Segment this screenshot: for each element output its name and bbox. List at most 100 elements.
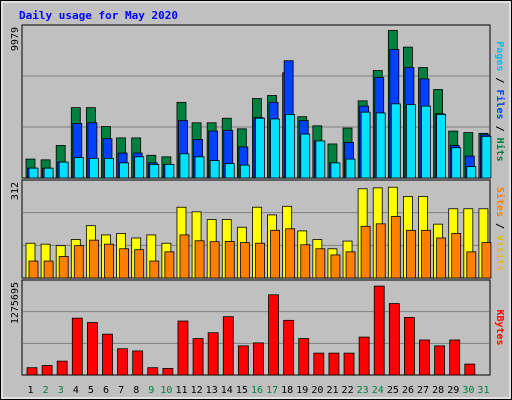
series-label-hits: Hits — [494, 138, 506, 162]
sites-bar — [43, 260, 54, 279]
pages-bar — [149, 163, 160, 179]
pages-bar — [194, 156, 205, 179]
hits-axis-label: Pages / Files / Hits — [494, 41, 506, 161]
x-tick-label: 4 — [73, 385, 79, 396]
x-tick-label: 17 — [266, 385, 278, 396]
sites-bar — [104, 243, 114, 279]
x-tick-label: 23 — [357, 385, 369, 396]
sites-bar — [300, 244, 311, 279]
kbytes-bar — [404, 317, 415, 376]
panel-visits-sites: 312 Sites / Visits — [10, 179, 506, 279]
x-tick-label: 2 — [43, 385, 49, 396]
kbytes-bar — [207, 332, 219, 376]
x-axis-labels: 1 2 3 4 5 6 7 8 9 10 11 12 13 14 15 16 17 18 19 20 21 22 23 24 2… — [28, 385, 490, 396]
kbytes-axis-label: KBytes — [494, 309, 505, 345]
pages-bar — [43, 167, 54, 179]
kbytes-bar — [343, 352, 355, 376]
sites-bar — [179, 234, 190, 279]
pages-bar — [88, 157, 99, 179]
sites-bar — [270, 229, 280, 279]
kbytes-bar — [449, 339, 461, 376]
pages-bar — [375, 112, 386, 179]
kbytes-bar — [373, 285, 385, 376]
kbytes-bar — [298, 338, 310, 376]
sites-bar — [330, 254, 341, 279]
kbytes-bar — [464, 363, 476, 376]
kbytes-bar — [192, 338, 204, 376]
sites-bar — [194, 240, 205, 279]
sites-bar — [209, 241, 220, 279]
pages-bar — [345, 158, 356, 179]
series-label-visits: Visits — [494, 235, 506, 271]
kbytes-bar — [434, 345, 446, 376]
pages-bar — [421, 105, 431, 179]
sites-bar — [390, 216, 401, 279]
sites-bar — [481, 242, 492, 279]
panel-kbytes: 1275695 KBytes — [10, 279, 505, 376]
sites-bar — [164, 251, 175, 279]
sites-bar — [73, 245, 84, 279]
chart-panels: 9979 Pages / Files / Hits 312 Sites / Visit… — [10, 24, 506, 376]
sites-bar — [421, 229, 431, 279]
panel-hits-files-pages: 9979 Pages / Files / Hits — [10, 24, 506, 179]
pages-bar — [270, 118, 280, 179]
sites-bar — [119, 248, 129, 279]
x-tick-label: 25 — [387, 385, 399, 396]
kbytes-bar — [41, 365, 53, 376]
kbytes-bar — [237, 345, 249, 376]
pages-bar — [255, 117, 265, 179]
x-tick-label: 15 — [236, 385, 248, 396]
x-tick-label: 22 — [342, 385, 354, 396]
x-tick-label: 29 — [447, 385, 459, 396]
pages-bar — [119, 162, 129, 179]
pages-bar — [224, 163, 235, 179]
x-tick-label: 12 — [191, 385, 203, 396]
sites-bar — [58, 256, 69, 279]
kbytes-ymax-label: 1275695 — [10, 282, 21, 324]
x-tick-label: 24 — [372, 385, 384, 396]
sites-bar — [315, 248, 326, 279]
x-tick-label: 27 — [417, 385, 429, 396]
kbytes-bar — [147, 367, 159, 376]
x-tick-label: 5 — [88, 385, 94, 396]
kbytes-bar — [56, 360, 68, 376]
kbytes-bar — [328, 352, 340, 376]
kbytes-bar — [71, 317, 83, 376]
x-tick-label: 16 — [251, 385, 263, 396]
kbytes-bar — [388, 303, 400, 376]
kbytes-bar — [419, 339, 430, 376]
series-label-sites: Sites — [494, 187, 506, 217]
x-tick-label: 13 — [206, 385, 218, 396]
sites-bar — [451, 232, 462, 279]
x-tick-label: 8 — [133, 385, 139, 396]
visits-axis-label: Sites / Visits — [494, 187, 506, 271]
sites-bar — [466, 251, 477, 279]
pages-bar — [28, 167, 39, 179]
x-tick-label: 3 — [58, 385, 64, 396]
kbytes-bar — [162, 368, 174, 376]
kbytes-bar — [358, 336, 370, 376]
kbytes-bar — [102, 333, 113, 376]
pages-bar — [481, 135, 492, 179]
pages-bar — [360, 111, 371, 179]
pages-bar — [285, 114, 296, 179]
x-tick-label: 6 — [103, 385, 109, 396]
sites-bar — [149, 260, 160, 279]
pages-bar — [239, 164, 250, 179]
x-tick-label: 31 — [477, 385, 489, 396]
sites-bar — [360, 225, 371, 279]
x-tick-label: 28 — [432, 385, 444, 396]
x-tick-label: 19 — [296, 385, 308, 396]
pages-bar — [436, 114, 447, 179]
series-label-files: Files — [494, 89, 506, 119]
series-label-pages: Pages — [494, 41, 505, 71]
hits-ymax-label: 9979 — [10, 27, 21, 51]
sites-bar — [239, 242, 250, 279]
pages-bar — [179, 153, 190, 179]
kbytes-bar — [117, 348, 128, 376]
pages-bar — [164, 163, 175, 179]
x-tick-label: 11 — [175, 385, 187, 396]
pages-bar — [104, 157, 114, 179]
kbytes-bar — [177, 320, 189, 376]
